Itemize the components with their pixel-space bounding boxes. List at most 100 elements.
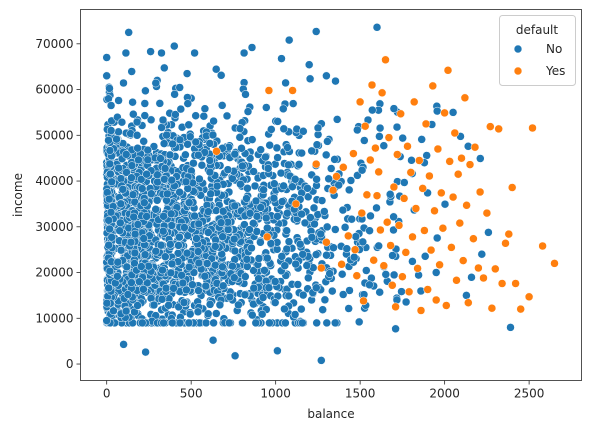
point-yes (389, 182, 399, 192)
point-no (256, 238, 265, 247)
point-no (362, 266, 371, 275)
point-no (132, 117, 142, 127)
point-no (160, 164, 170, 173)
x-tick-label: 1000 (260, 387, 291, 401)
point-yes (455, 218, 465, 228)
point-no (119, 78, 128, 88)
point-no (204, 228, 213, 237)
point-no (239, 48, 249, 58)
point-yes (212, 147, 221, 156)
point-yes (433, 144, 443, 154)
ticks-layer: 0 500 1000 1500 2000 2500 0 10000 20000 30000 4000… (35, 37, 544, 401)
point-no (326, 164, 336, 173)
point-yes (403, 142, 412, 151)
point-no (506, 323, 515, 332)
legend-title: default (516, 23, 559, 37)
point-no (420, 252, 430, 261)
point-no (114, 163, 123, 173)
point-no (389, 212, 398, 222)
point-no (228, 261, 237, 271)
point-no (223, 165, 233, 174)
point-yes (384, 133, 394, 142)
point-yes (448, 192, 458, 202)
point-yes (465, 160, 475, 169)
point-no (235, 124, 245, 133)
point-no (265, 140, 274, 150)
point-no (254, 274, 263, 283)
point-yes (507, 183, 517, 192)
point-no (121, 306, 131, 316)
point-no (432, 106, 442, 116)
point-no (114, 96, 123, 105)
point-no (240, 220, 249, 229)
point-no (201, 281, 211, 291)
point-no (245, 225, 254, 234)
point-yes (458, 256, 468, 265)
point-no (163, 189, 172, 199)
point-no (290, 175, 300, 184)
point-yes (264, 86, 274, 95)
point-no (365, 280, 374, 290)
point-yes (262, 232, 272, 242)
point-no (342, 244, 352, 253)
point-no (218, 281, 228, 291)
point-no (230, 351, 240, 361)
point-yes (377, 88, 387, 98)
point-no (305, 74, 315, 84)
x-tick-label: 500 (180, 387, 203, 401)
point-yes (469, 234, 478, 243)
point-no (164, 301, 173, 310)
point-no (344, 304, 353, 313)
point-no (251, 318, 261, 328)
point-no (124, 28, 133, 37)
point-no (243, 184, 252, 193)
point-no (223, 225, 233, 234)
point-no (462, 291, 471, 300)
point-no (107, 233, 116, 242)
point-no (151, 246, 161, 256)
point-no (381, 270, 391, 279)
point-no (211, 64, 221, 74)
point-no (401, 297, 411, 307)
point-no (194, 286, 203, 295)
point-no (162, 130, 171, 140)
point-no (158, 265, 167, 275)
point-yes (457, 153, 466, 163)
point-no (467, 273, 476, 282)
point-no (206, 189, 215, 199)
point-no (161, 283, 171, 293)
point-no (157, 48, 166, 58)
point-no (126, 237, 136, 247)
point-no (288, 182, 297, 191)
point-no (107, 177, 116, 187)
point-no (205, 139, 215, 148)
point-yes (401, 248, 411, 257)
point-no (175, 318, 185, 328)
point-yes (524, 292, 534, 302)
point-yes (445, 157, 454, 166)
point-no (280, 304, 289, 314)
point-no (234, 300, 243, 310)
point-no (208, 335, 218, 345)
point-no (258, 293, 268, 302)
point-no (116, 174, 126, 183)
point-no (431, 268, 441, 277)
point-yes (474, 263, 483, 273)
point-yes (317, 263, 326, 273)
point-no (323, 137, 332, 146)
point-no (408, 257, 417, 266)
point-yes (398, 272, 407, 281)
point-no (104, 240, 113, 250)
point-yes (438, 223, 448, 233)
point-no (140, 250, 150, 259)
point-no (159, 318, 168, 328)
point-no (139, 234, 148, 243)
point-no (190, 48, 199, 58)
point-no (303, 192, 313, 202)
point-no (116, 245, 126, 255)
point-no (303, 184, 312, 193)
point-no (155, 99, 165, 108)
point-no (168, 318, 177, 328)
point-no (230, 246, 240, 256)
point-no (372, 203, 381, 213)
